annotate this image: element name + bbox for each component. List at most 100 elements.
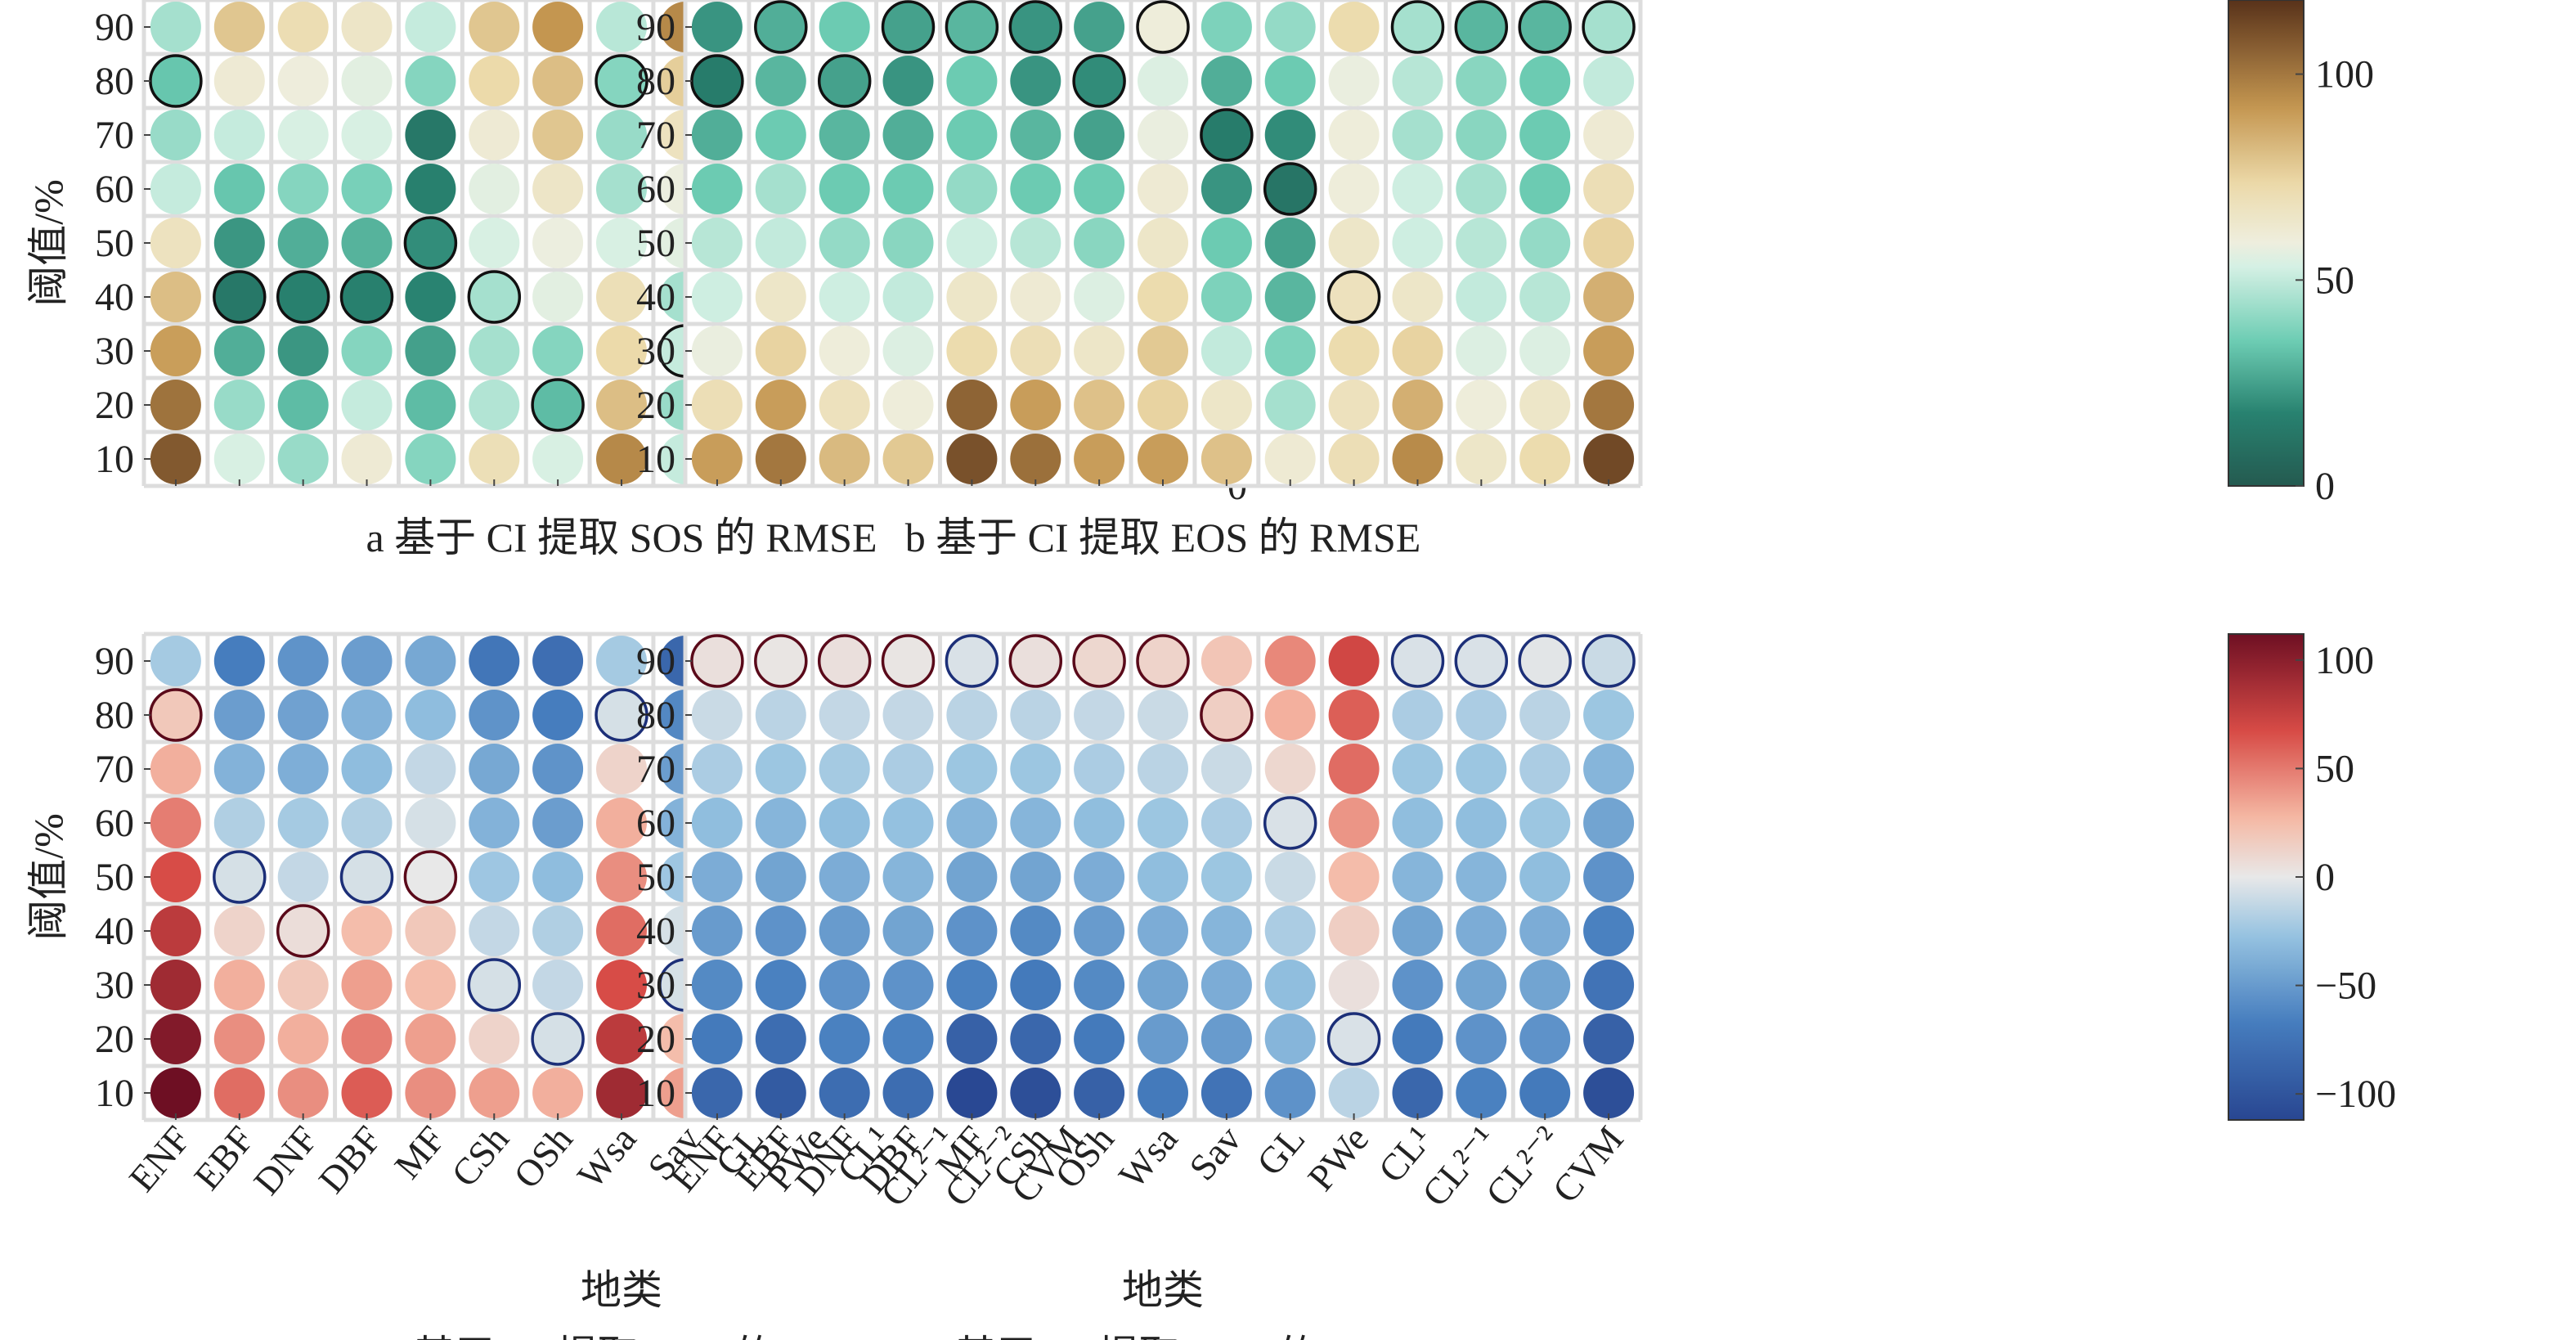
heatmap-cell [1264,56,1316,106]
heatmap-cell [1583,1014,1635,1064]
x-tick-label: OSh [505,1118,581,1196]
heatmap-cell-highlighted [1263,796,1317,850]
heatmap-cell [469,56,520,106]
heatmap-cell [1264,1014,1316,1064]
heatmap-cell [1328,164,1380,214]
y-tick-label: 20 [636,1018,675,1061]
heatmap-cell [277,852,329,902]
y-tick-label: 90 [95,640,134,683]
heatmap-cell [1074,434,1125,484]
heatmap-cell [691,326,743,376]
heatmap-cell [1138,110,1188,160]
heatmap-cell [691,434,743,484]
heatmap-cell [532,164,584,214]
heatmap-cell [1074,164,1125,214]
y-tick-label: 90 [636,640,675,683]
heatmap-cell [1074,326,1125,376]
heatmap-cell [882,960,934,1010]
heatmap-cell [469,690,520,740]
heatmap-cell [532,798,584,848]
heatmap-cell [1010,272,1061,322]
heatmap-cell-highlighted [213,850,267,904]
heatmap-cell [405,56,456,106]
x-tick-label: DBF [311,1118,390,1201]
heatmap-cell [1456,906,1507,956]
heatmap-cell [1328,852,1380,902]
heatmap-cell-highlighted [1390,634,1445,688]
panel-caption: a 基于 CI 提取 SOS 的 RMSE [366,515,877,560]
heatmap-cell [405,326,456,376]
panel-b: 90 80 70 60 50 40 30 20 10 b 基于 CI 提取 EOS 的 RMSE 0… [636,0,2374,560]
colorbar-gradient [2228,633,2304,1121]
y-tick-label: 20 [95,1018,134,1061]
heatmap-cell [1583,272,1635,322]
heatmap-cell-highlighted [1454,634,1509,688]
heatmap-cell [1519,380,1571,430]
heatmap-cell [469,744,520,794]
heatmap-cell [755,1068,806,1118]
heatmap-cell [882,798,934,848]
heatmap-cell [1392,164,1443,214]
heatmap-cell [755,218,806,268]
y-tick-label: 10 [636,438,675,481]
heatmap-cell [1392,1014,1443,1064]
heatmap-cell [882,906,934,956]
heatmap-cell [213,218,265,268]
heatmap-cell [1519,164,1571,214]
heatmap-cell [213,636,265,686]
heatmap-cell [691,690,743,740]
heatmap-cell [1264,218,1316,268]
y-tick-label: 90 [95,6,134,49]
heatmap-cell [946,56,998,106]
heatmap-cell [691,852,743,902]
x-tick-label: Wsa [1111,1118,1186,1196]
heatmap-cell [1456,380,1507,430]
heatmap-cell [755,326,806,376]
heatmap-cell [1392,798,1443,848]
heatmap-cell-highlighted [1136,0,1190,54]
heatmap-cell [596,1068,647,1118]
heatmap-cell [469,636,520,686]
heatmap-cell [1456,744,1507,794]
heatmap-cell [1074,1068,1125,1118]
heatmap-cell [946,434,998,484]
heatmap-cell [1328,380,1380,430]
heatmap-cell-highlighted [276,904,330,958]
y-tick-label: 50 [95,856,134,899]
heatmap-cell [882,690,934,740]
heatmap-cell [405,110,456,160]
heatmap-cell [405,164,456,214]
heatmap-cell [1519,434,1571,484]
heatmap-cell [1519,218,1571,268]
x-tick-label: CL²⁻¹ [1414,1118,1504,1215]
y-tick-label: 10 [636,1072,675,1115]
heatmap-cell [532,1068,584,1118]
heatmap-cell [1200,1068,1252,1118]
heatmap-cell [1519,110,1571,160]
heatmap-cell [1328,218,1380,268]
heatmap-cell [341,744,393,794]
heatmap-cell [946,164,998,214]
heatmap-cell [1200,434,1252,484]
y-tick-label: 50 [636,856,675,899]
heatmap-cell [277,1014,329,1064]
heatmap-cell [1138,798,1188,848]
heatmap-cell [150,218,201,268]
colorbar-tick-label: 50 [2315,747,2354,790]
heatmap-cell [1583,798,1635,848]
heatmap-cell [1074,380,1125,430]
heatmap-cell [1519,960,1571,1010]
heatmap-grid [683,632,1643,1122]
colorbar-tick-label: 0 [2315,465,2335,508]
heatmap-cell [755,960,806,1010]
heatmap-cell [1074,690,1125,740]
heatmap-cell [1010,852,1061,902]
heatmap-cell [819,1068,870,1118]
heatmap-cell [946,798,998,848]
heatmap-cell-highlighted [690,54,744,108]
heatmap-cell [405,272,456,322]
y-tick-label: 50 [95,222,134,265]
heatmap-cell [882,434,934,484]
heatmap-cell [1200,852,1252,902]
heatmap-cell [1456,164,1507,214]
